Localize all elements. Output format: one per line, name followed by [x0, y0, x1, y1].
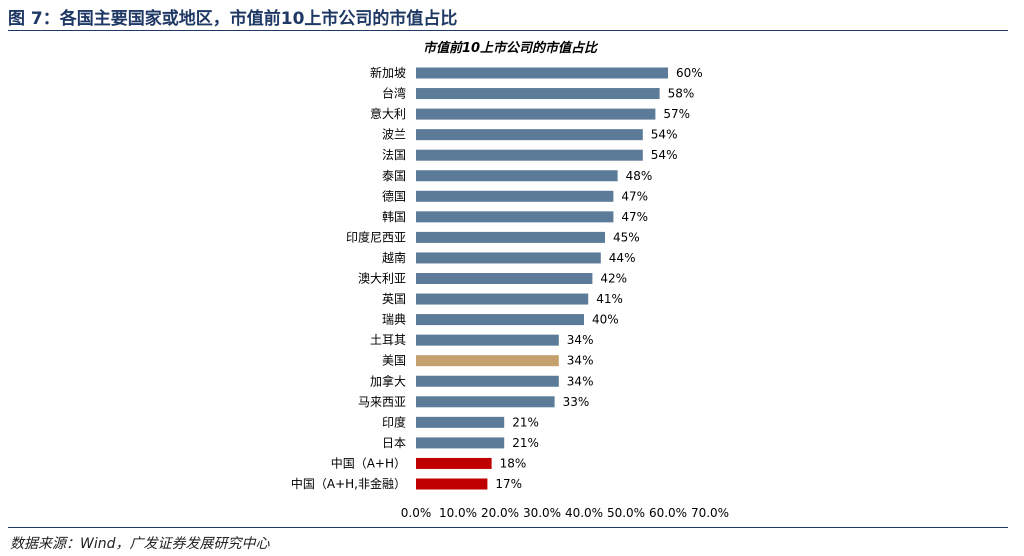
x-tick-label: 0.0%	[401, 506, 432, 520]
bar	[416, 416, 505, 428]
category-label: 加拿大	[370, 373, 406, 388]
x-tick-label: 10.0%	[439, 506, 477, 520]
category-label: 中国（A+H）	[331, 455, 406, 470]
category-label: 印度	[382, 414, 406, 429]
x-tick-label: 40.0%	[565, 506, 603, 520]
category-labels-group: 新加坡台湾意大利波兰法国泰国德国韩国印度尼西亚越南澳大利亚英国瑞典土耳其美国加拿…	[291, 65, 406, 491]
category-label: 美国	[382, 354, 406, 368]
category-label: 日本	[382, 436, 406, 450]
bar	[416, 108, 656, 120]
bar	[416, 129, 643, 141]
value-label: 33%	[563, 395, 590, 409]
x-tick-label: 60.0%	[649, 506, 687, 520]
value-label: 21%	[512, 436, 539, 450]
bar	[416, 252, 601, 264]
value-label: 40%	[592, 313, 619, 327]
bar	[416, 211, 614, 223]
figure-title: 图 7：各国主要国家或地区，市值前10上市公司的市值占比	[8, 9, 458, 29]
bar	[416, 149, 643, 161]
bar	[416, 334, 559, 346]
value-label: 34%	[567, 374, 594, 388]
bar	[416, 437, 505, 449]
category-label: 德国	[382, 188, 406, 203]
category-label: 瑞典	[382, 313, 406, 327]
value-label: 17%	[495, 477, 522, 491]
value-label: 60%	[676, 66, 703, 80]
value-label: 45%	[613, 230, 640, 244]
category-label: 土耳其	[370, 333, 406, 347]
value-label: 57%	[663, 107, 690, 121]
bottom-rule	[8, 527, 1008, 528]
source-note: 数据来源：Wind，广发证券发展研究中心	[10, 536, 270, 552]
x-tick-label: 20.0%	[481, 506, 519, 520]
bar	[416, 293, 589, 305]
chart-title: 市值前10上市公司的市值占比	[423, 40, 599, 56]
value-label: 18%	[500, 456, 527, 470]
category-label: 马来西亚	[358, 395, 406, 409]
bar	[416, 170, 618, 182]
value-label: 44%	[609, 251, 636, 265]
value-label: 47%	[621, 210, 648, 224]
value-label: 54%	[651, 128, 678, 142]
category-label: 韩国	[382, 209, 406, 224]
bar	[416, 355, 559, 367]
bar-chart: 市值前10上市公司的市值占比 新加坡台湾意大利波兰法国泰国德国韩国印度尼西亚越南…	[291, 40, 729, 520]
bar	[416, 88, 660, 100]
bar	[416, 273, 593, 284]
bars-group	[416, 67, 668, 490]
x-tick-label: 70.0%	[691, 506, 729, 520]
category-label: 波兰	[382, 128, 406, 142]
value-label: 58%	[668, 87, 695, 101]
bar	[416, 375, 559, 387]
top-rule	[8, 30, 1008, 31]
value-label: 41%	[596, 292, 623, 306]
value-label: 21%	[512, 415, 539, 429]
value-label: 34%	[567, 354, 594, 368]
bar	[416, 190, 614, 202]
bar	[416, 457, 492, 469]
category-label: 印度尼西亚	[346, 229, 406, 244]
bar	[416, 231, 605, 243]
bar	[416, 314, 584, 326]
category-label: 台湾	[382, 86, 406, 101]
category-label: 意大利	[370, 106, 406, 121]
bar	[416, 67, 668, 79]
value-label: 42%	[600, 272, 627, 286]
category-label: 英国	[382, 292, 406, 306]
value-label: 34%	[567, 333, 594, 347]
bar	[416, 478, 488, 490]
category-label: 澳大利亚	[358, 272, 406, 286]
category-label: 泰国	[382, 169, 406, 183]
x-tick-label: 30.0%	[523, 506, 561, 520]
category-label: 越南	[382, 250, 406, 265]
value-labels-group: 60% 58% 57% 54% 54% 48% 47% 47% 45% 44% 42% 41% 40% 3…	[495, 66, 702, 491]
bar	[416, 396, 555, 408]
value-label: 47%	[621, 189, 648, 203]
category-label: 中国（A+H,非金融）	[291, 476, 406, 491]
x-axis-ticks-group: 0.0% 10.0% 20.0% 30.0% 40.0% 50.0% 60.0% 70.0%	[401, 506, 729, 520]
x-tick-label: 50.0%	[607, 506, 645, 520]
value-label: 54%	[651, 148, 678, 162]
category-label: 新加坡	[370, 65, 406, 80]
value-label: 48%	[626, 169, 653, 183]
category-label: 法国	[382, 148, 406, 162]
